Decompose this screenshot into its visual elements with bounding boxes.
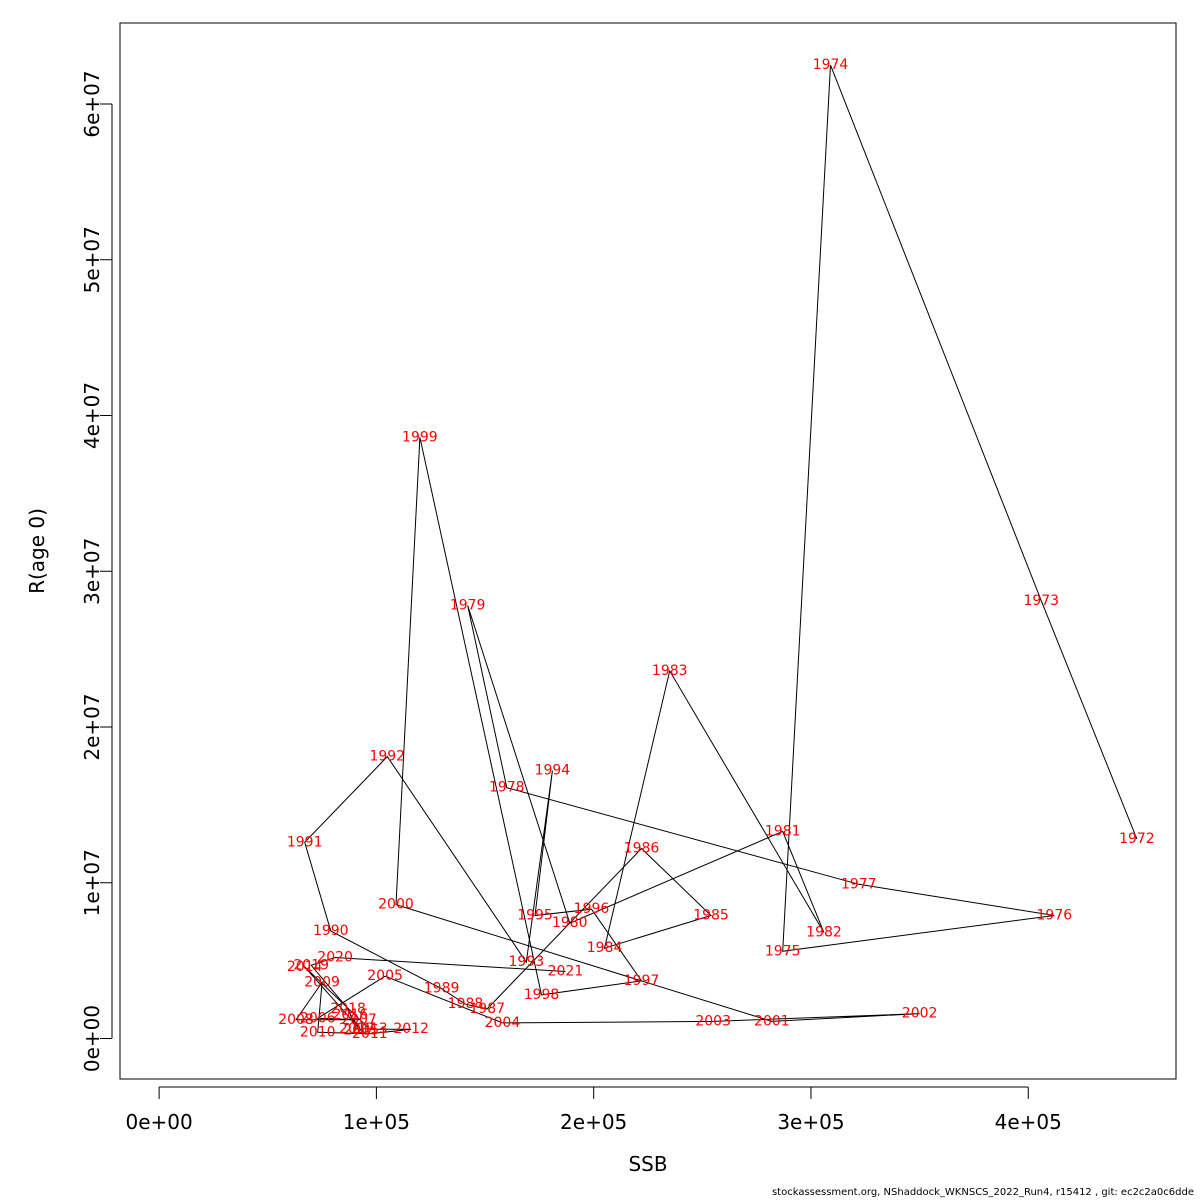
point-label-2008: 2008 xyxy=(278,1012,314,1028)
year-labels: 1972 1973 1974 1975 1976 1977 1978 1979 1980 1981… xyxy=(278,57,1155,1042)
point-label-1979: 1979 xyxy=(450,598,486,614)
point-label-1998: 1998 xyxy=(524,987,560,1003)
point-label-1991: 1991 xyxy=(287,834,323,850)
point-label-2013: 2013 xyxy=(352,1021,388,1037)
point-label-1993: 1993 xyxy=(509,954,545,970)
point-label-1997: 1997 xyxy=(624,973,660,989)
point-label-1982: 1982 xyxy=(806,925,842,941)
point-label-1992: 1992 xyxy=(369,749,405,765)
point-label-1996: 1996 xyxy=(574,901,610,917)
y-tick-label: 4e+07 xyxy=(80,382,104,449)
point-label-2021: 2021 xyxy=(548,964,584,980)
point-label-2004: 2004 xyxy=(485,1015,521,1031)
point-label-2002: 2002 xyxy=(902,1006,938,1022)
point-label-1972: 1972 xyxy=(1119,831,1155,847)
series-path xyxy=(295,64,1138,1035)
point-label-1973: 1973 xyxy=(1023,593,1059,609)
x-tick-label: 4e+05 xyxy=(995,1110,1062,1134)
point-label-2007: 2007 xyxy=(341,1012,377,1028)
x-axis-title: SSB xyxy=(628,1152,667,1176)
point-label-1984: 1984 xyxy=(587,940,623,956)
point-label-2017: 2017 xyxy=(339,1021,375,1037)
point-label-1995: 1995 xyxy=(517,907,553,923)
point-label-2006: 2006 xyxy=(300,1010,336,1026)
y-tick-label: 3e+07 xyxy=(80,538,104,605)
y-tick-label: 6e+07 xyxy=(80,70,104,137)
point-label-2016: 2016 xyxy=(333,1007,369,1023)
plot-frame xyxy=(119,22,1177,1080)
point-label-1980: 1980 xyxy=(552,915,588,931)
series-line xyxy=(295,64,1138,1035)
x-tick-label: 2e+05 xyxy=(560,1110,627,1134)
point-label-1985: 1985 xyxy=(693,907,729,923)
y-tick-label: 5e+07 xyxy=(80,226,104,293)
y-axis: 0e+00 1e+07 2e+07 3e+07 4e+07 5e+07 6e+07 xyxy=(80,70,113,1072)
point-label-2019: 2019 xyxy=(293,957,329,973)
point-label-1976: 1976 xyxy=(1037,907,1073,923)
x-tick-label: 0e+00 xyxy=(125,1110,192,1134)
y-tick-label: 2e+07 xyxy=(80,693,104,760)
point-label-2020: 2020 xyxy=(317,950,353,966)
point-label-1994: 1994 xyxy=(535,763,571,779)
x-tick-label: 3e+05 xyxy=(777,1110,844,1134)
point-label-2000: 2000 xyxy=(378,897,414,913)
point-label-1977: 1977 xyxy=(841,876,877,892)
point-label-2010: 2010 xyxy=(300,1024,336,1040)
point-label-2015: 2015 xyxy=(343,1023,379,1039)
point-label-1983: 1983 xyxy=(652,663,688,679)
point-label-1975: 1975 xyxy=(765,943,801,959)
point-label-1989: 1989 xyxy=(424,981,460,997)
y-tick-label: 0e+00 xyxy=(80,1005,104,1072)
point-label-1986: 1986 xyxy=(624,840,660,856)
point-label-2005: 2005 xyxy=(367,968,403,984)
point-label-2018: 2018 xyxy=(330,1001,366,1017)
point-label-2001: 2001 xyxy=(754,1013,790,1029)
point-label-1981: 1981 xyxy=(765,823,801,839)
point-label-2012: 2012 xyxy=(393,1021,429,1037)
y-axis-title: R(age 0) xyxy=(25,508,49,594)
point-label-1990: 1990 xyxy=(313,923,349,939)
point-label-1988: 1988 xyxy=(448,996,484,1012)
point-label-1978: 1978 xyxy=(489,780,525,796)
point-label-2011: 2011 xyxy=(352,1026,388,1042)
point-label-2003: 2003 xyxy=(695,1013,731,1029)
point-label-1974: 1974 xyxy=(813,57,849,73)
point-label-2014: 2014 xyxy=(287,959,323,975)
x-axis: 0e+00 1e+05 2e+05 3e+05 4e+05 xyxy=(125,1086,1062,1134)
point-label-1987: 1987 xyxy=(469,1001,505,1017)
y-tick-label: 1e+07 xyxy=(80,849,104,916)
point-label-1999: 1999 xyxy=(402,429,438,445)
footer-credit: stockassessment.org, NShaddock_WKNSCS_20… xyxy=(771,1187,1194,1198)
x-tick-label: 1e+05 xyxy=(343,1110,410,1134)
point-label-2009: 2009 xyxy=(304,974,340,990)
